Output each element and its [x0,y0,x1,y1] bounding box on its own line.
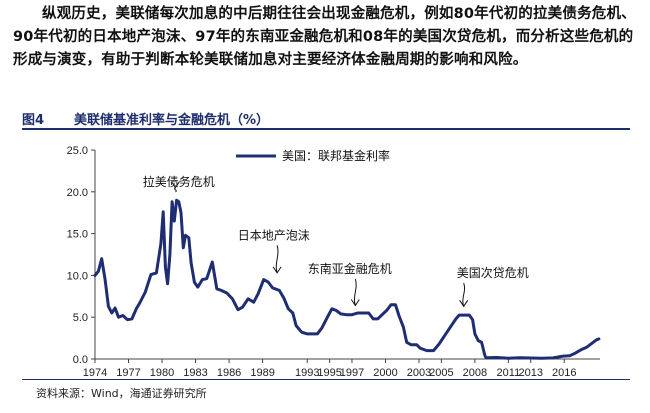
annotation-label: 东南亚金融危机 [308,261,392,276]
legend: 美国：联邦基金利率 [236,148,390,163]
figure-source: 资料来源：Wind，海通证券研究所 [36,387,207,400]
x-tick-label: 2005 [429,367,453,379]
annotation-label: 美国次贷危机 [457,266,529,280]
y-tick-label: 25.0 [67,145,88,157]
x-tick-label: 2008 [463,367,487,379]
y-tick-label: 15.0 [67,229,88,241]
annotation-label: 日本地产泡沫 [238,228,310,242]
legend-label: 美国：联邦基金利率 [282,148,390,163]
x-tick-label: 1974 [83,367,107,379]
figure-top-rule [22,128,630,130]
x-tick-label: 1995 [317,367,341,379]
x-tick-label: 1983 [183,367,207,379]
figure-header: 图4 美联储基准利率与金融危机（%） [22,106,630,128]
x-tick-label: 2003 [407,367,431,379]
series-line-fed-funds-rate [93,198,601,360]
y-tick-label: 0.0 [73,354,88,366]
figure-number: 图4 [22,113,45,128]
y-tick-label: 10.0 [67,270,88,282]
x-tick-label: 1977 [116,367,140,379]
annotation-arrow [272,245,282,274]
x-tick-label: 2016 [552,367,576,379]
x-tick-label: 2013 [518,367,542,379]
intro-paragraph: 纵观历史，美联储每次加息的中后期往往会出现金融危机，例如80年代初的拉美债务危机… [13,6,636,68]
annotation-arrow [459,282,469,308]
x-tick-label: 1989 [250,367,274,379]
y-tick-label: 20.0 [67,187,88,199]
figure-title: 美联储基准利率与金融危机（%） [74,113,270,128]
annotation-arrow [171,181,180,193]
x-tick-label: 2011 [497,367,521,379]
y-axis-ticks: 0.0 5.0 10.0 15.0 20.0 25.0 [67,145,95,366]
x-tick-label: 1986 [217,367,241,379]
annotation-label: 拉美债务危机 [143,174,215,189]
annotation-arrow [350,278,360,307]
x-tick-label: 1980 [150,367,174,379]
x-tick-label: 1997 [340,367,364,379]
x-tick-label: 1993 [295,367,319,379]
x-tick-label: 2000 [373,367,397,379]
y-tick-label: 5.0 [73,312,88,324]
figure-bottom-rule [22,379,630,380]
